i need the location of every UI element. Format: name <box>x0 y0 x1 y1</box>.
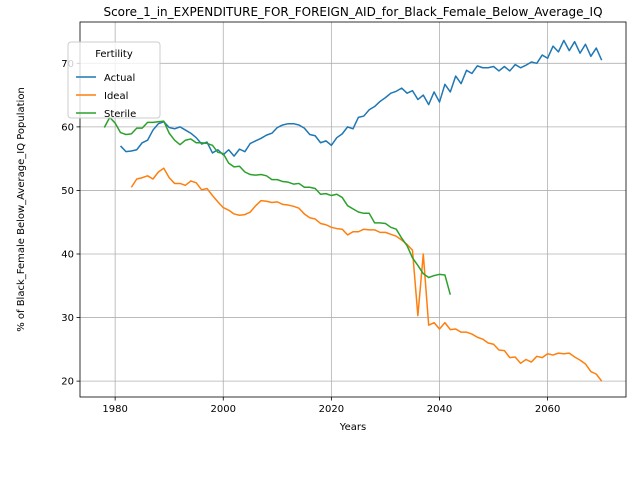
y-tick-label: 20 <box>61 377 74 388</box>
legend-items: Actual Ideal Sterile <box>76 73 136 120</box>
x-tick-label: 2060 <box>535 404 560 415</box>
chart-title: Score_1_in_EXPENDITURE_FOR_FOREIGN_AID_f… <box>103 5 602 19</box>
plot-frame <box>79 21 627 398</box>
series-line-ideal <box>130 167 603 382</box>
legend-label-sterile: Sterile <box>104 109 136 120</box>
series-lines <box>103 39 603 382</box>
series-line-sterile <box>103 116 452 295</box>
y-tick-label: 30 <box>61 313 74 324</box>
y-tick-label: 60 <box>61 122 74 133</box>
legend: Fertility Actual Ideal Sterile <box>67 41 161 120</box>
legend-title: Fertility <box>95 49 133 60</box>
legend-label-actual: Actual <box>104 73 135 84</box>
y-tick-label: 40 <box>61 249 74 260</box>
x-axis-label: Years <box>339 422 366 433</box>
legend-box <box>67 41 161 119</box>
series-line-actual <box>119 39 603 157</box>
x-tick-label: 1980 <box>102 404 127 415</box>
y-tick-label: 50 <box>61 186 74 197</box>
legend-label-ideal: Ideal <box>104 91 128 102</box>
x-tick-label: 2020 <box>319 404 344 415</box>
y-axis-label: % of Black_Female Below_Average_IQ Popul… <box>16 87 27 332</box>
grid <box>80 22 626 397</box>
x-tick-label: 2000 <box>211 404 236 415</box>
x-tick-label: 2040 <box>427 404 452 415</box>
